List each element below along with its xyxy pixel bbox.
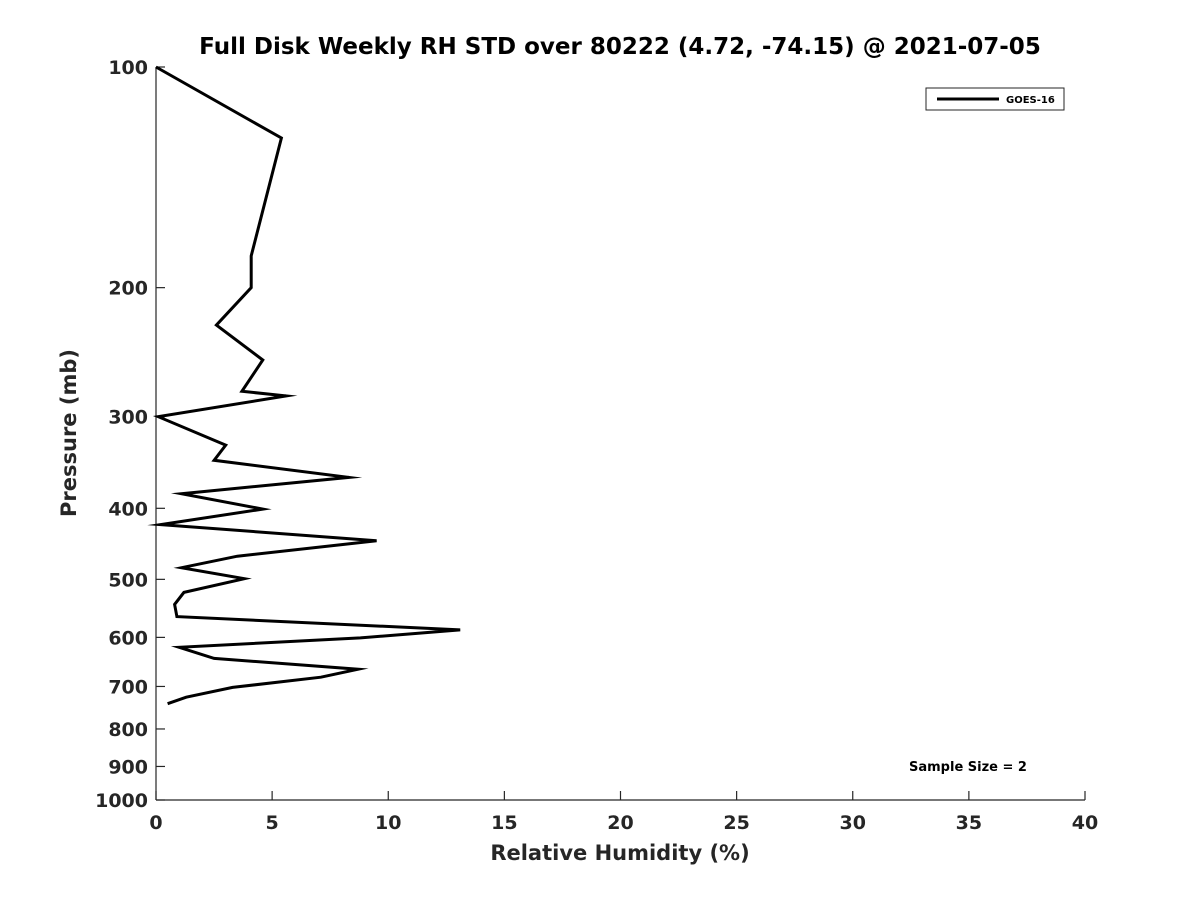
y-tick-label: 900 bbox=[108, 756, 148, 778]
x-tick-label: 10 bbox=[375, 812, 401, 834]
x-tick-label: 5 bbox=[266, 812, 279, 834]
y-tick-label: 500 bbox=[108, 569, 148, 591]
x-tick-label: 40 bbox=[1072, 812, 1098, 834]
legend: GOES-16 bbox=[925, 87, 1065, 111]
y-tick-label: 1000 bbox=[95, 790, 148, 812]
y-axis-label: Pressure (mb) bbox=[57, 349, 81, 517]
x-tick-label: 35 bbox=[956, 812, 982, 834]
x-tick-label: 20 bbox=[607, 812, 633, 834]
y-tick-label: 200 bbox=[108, 278, 148, 300]
legend-label: GOES-16 bbox=[1006, 95, 1055, 106]
sample-size-annotation: Sample Size = 2 bbox=[909, 760, 1027, 775]
y-tick-label: 100 bbox=[108, 57, 148, 79]
x-tick-label: 0 bbox=[149, 812, 162, 834]
y-tick-label: 700 bbox=[108, 676, 148, 698]
x-tick-label: 30 bbox=[840, 812, 866, 834]
axes: 0 5 10 15 20 25 30 35 40 100 200 300 400 500 600 700 800… bbox=[95, 57, 1098, 834]
y-tick-label: 600 bbox=[108, 627, 148, 649]
series-layer bbox=[147, 65, 461, 706]
chart-title: Full Disk Weekly RH STD over 80222 (4.72… bbox=[199, 34, 1041, 60]
y-tick-label: 300 bbox=[108, 407, 148, 429]
series-line-goes16 bbox=[147, 65, 461, 706]
y-tick-label: 400 bbox=[108, 498, 148, 520]
x-axis-label: Relative Humidity (%) bbox=[490, 841, 749, 865]
x-tick-label: 15 bbox=[491, 812, 517, 834]
y-tick-label: 800 bbox=[108, 719, 148, 741]
x-tick-label: 25 bbox=[723, 812, 749, 834]
